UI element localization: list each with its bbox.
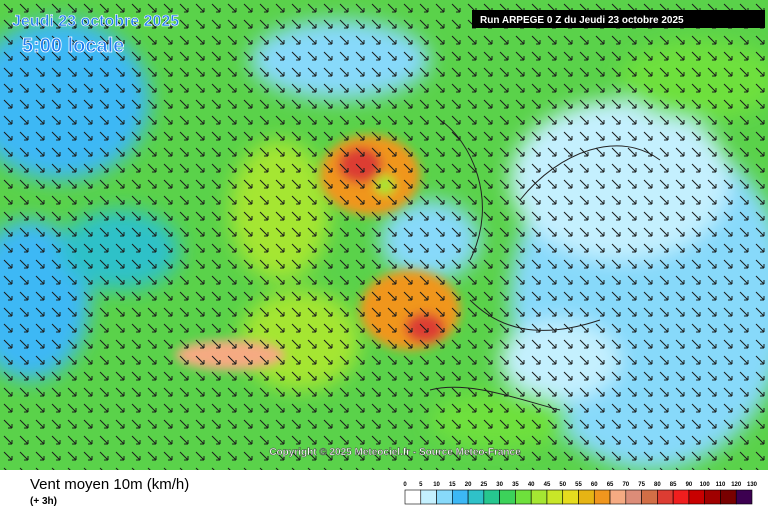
- copyright: Copyright © 2025 Meteociel.fr - Source M…: [269, 447, 521, 458]
- scale-label: 130: [747, 482, 758, 488]
- scale-box: [530, 489, 548, 505]
- scale-box: [672, 489, 690, 505]
- scale-box: [688, 489, 705, 505]
- scale-box: [436, 489, 453, 505]
- scale-box: [641, 489, 658, 505]
- scale-label: 80: [654, 482, 661, 488]
- scale-box: [546, 489, 564, 505]
- scale-box: [562, 489, 579, 505]
- scale-label: 40: [528, 482, 535, 488]
- map-date: Jeudi 23 octobre 2025: [12, 13, 179, 30]
- scale-label: 100: [700, 482, 711, 488]
- scale-label: 30: [496, 482, 503, 488]
- color-scale: 0 5 10 15 20 25 30 35 40 45 50 55 60 65 70 75 80 85 90 100 1…: [403, 482, 758, 505]
- scale-label: 60: [591, 482, 598, 488]
- scale-label: 20: [465, 482, 472, 488]
- scale-label: 75: [638, 482, 645, 488]
- scale-box: [593, 489, 611, 505]
- run-label: Run ARPEGE 0 Z du Jeudi 23 octobre 2025: [480, 15, 684, 26]
- scale-label: 25: [481, 482, 488, 488]
- scale-box: [704, 489, 721, 505]
- scale-label: 15: [449, 482, 456, 488]
- scale-label: 5: [419, 482, 423, 488]
- scale-label: 45: [544, 482, 551, 488]
- scale-box: [404, 489, 422, 505]
- scale-label: 70: [622, 482, 629, 488]
- scale-box: [499, 489, 516, 505]
- scale-label: 55: [575, 482, 582, 488]
- scale-label: 65: [607, 482, 614, 488]
- scale-box: [452, 489, 469, 505]
- scale-box: [625, 489, 642, 505]
- map: [0, 0, 768, 470]
- run-box: [472, 10, 765, 28]
- scale-label: 85: [670, 482, 677, 488]
- scale-label: 90: [686, 482, 693, 488]
- scale-label: 10: [433, 482, 440, 488]
- scale-box: [420, 489, 437, 505]
- footer-step: (+ 3h): [30, 496, 57, 507]
- map-time: 5:00 locale: [22, 35, 124, 57]
- scale-box: [609, 489, 627, 505]
- scale-box: [735, 489, 753, 505]
- scale-box: [467, 489, 485, 505]
- scale-label: 35: [512, 482, 519, 488]
- scale-box: [483, 489, 500, 505]
- scale-box: [720, 489, 737, 505]
- footer-title: Vent moyen 10m (km/h): [30, 476, 189, 493]
- scale-label: 120: [731, 482, 742, 488]
- scale-label: 0: [403, 482, 407, 488]
- scale-box: [515, 489, 532, 505]
- scale-box: [578, 489, 595, 505]
- scale-label: 50: [559, 482, 566, 488]
- scale-box: [657, 489, 674, 505]
- scale-label: 110: [716, 482, 726, 488]
